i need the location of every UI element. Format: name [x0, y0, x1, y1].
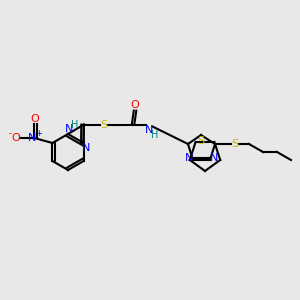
Text: +: + — [35, 128, 42, 137]
Text: S: S — [100, 120, 107, 130]
Text: S: S — [197, 136, 205, 146]
Text: N: N — [28, 133, 37, 143]
Text: N: N — [81, 143, 90, 153]
Text: -: - — [9, 130, 12, 139]
Text: N: N — [145, 124, 153, 135]
Text: O: O — [11, 133, 20, 143]
Text: N: N — [65, 124, 73, 134]
Text: N: N — [185, 153, 193, 163]
Text: O: O — [30, 114, 39, 124]
Text: N: N — [210, 153, 218, 163]
Text: H: H — [71, 120, 79, 130]
Text: H: H — [151, 130, 158, 140]
Text: S: S — [231, 139, 239, 149]
Text: O: O — [130, 100, 139, 110]
